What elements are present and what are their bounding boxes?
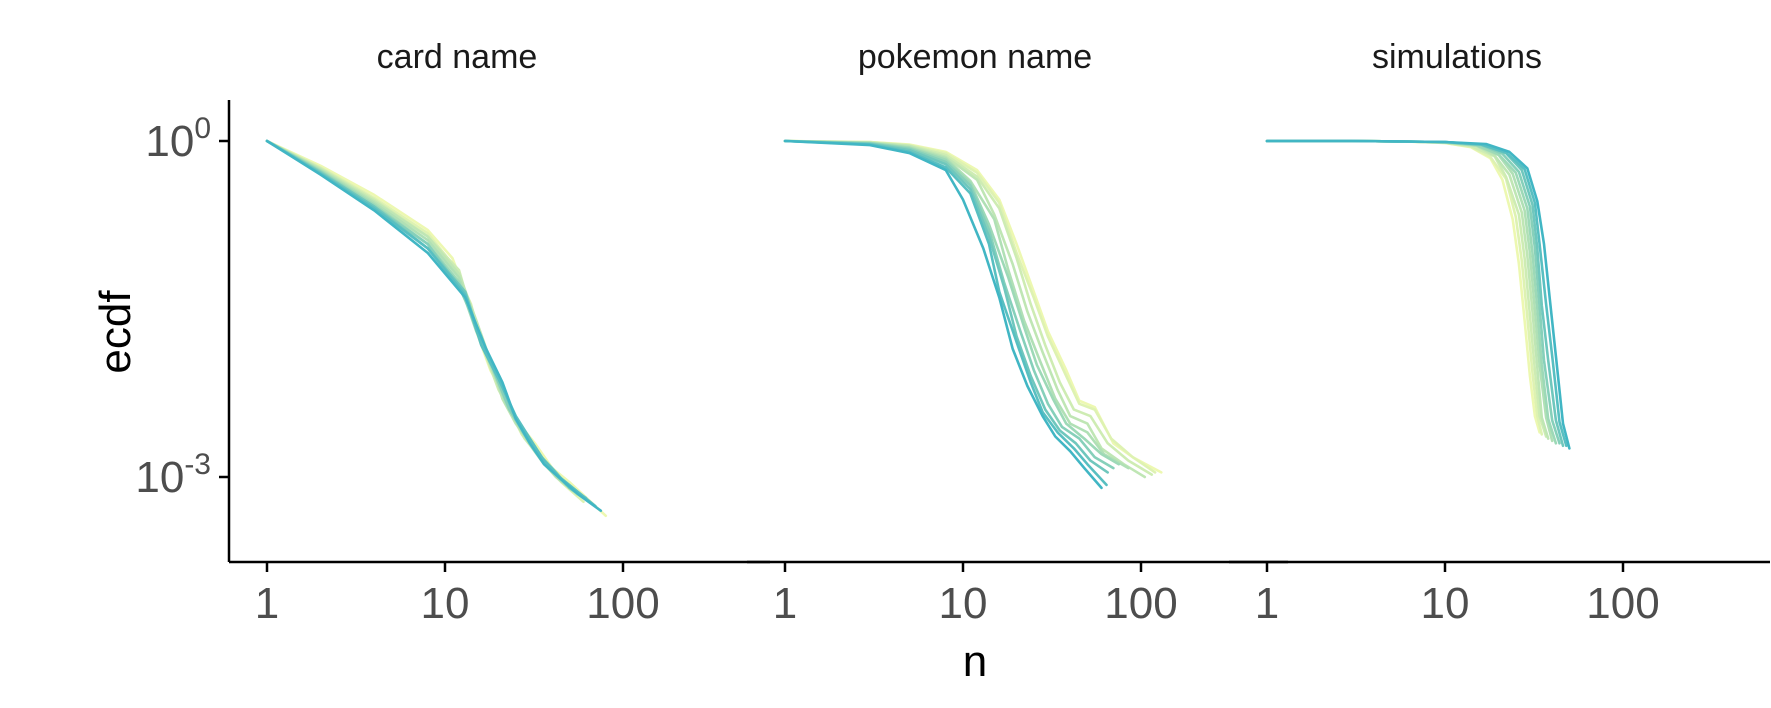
panel-2: simulations 1 10 100 <box>1229 38 1770 628</box>
series-line <box>265 139 603 512</box>
y-tick-label: 100 <box>145 112 211 166</box>
x-tick-label: 10 <box>1421 579 1470 628</box>
x-tick-label: 10 <box>421 579 470 628</box>
series-line <box>265 139 588 500</box>
series-line <box>265 139 591 504</box>
x-tick-label: 1 <box>773 579 797 628</box>
series-line <box>783 139 1103 490</box>
series-line <box>265 139 608 518</box>
x-axis-title: n <box>963 637 987 686</box>
x-tick-label: 100 <box>586 579 659 628</box>
series-line <box>783 139 1108 487</box>
series-line <box>1265 139 1544 436</box>
x-tick-label: 100 <box>1104 579 1177 628</box>
series-line <box>1265 139 1565 448</box>
series-line <box>265 139 597 508</box>
y-tick-label: 10-3 <box>135 448 211 502</box>
series-line <box>1265 139 1571 450</box>
x-tick-label: 100 <box>1586 579 1659 628</box>
x-tick-label: 10 <box>939 579 988 628</box>
series-line <box>783 139 1147 479</box>
panels-group: card name 1 10 100 100 10-3 pokemon name 1 10 100… <box>135 38 1770 628</box>
series-line <box>1265 139 1550 440</box>
panel-title: simulations <box>1372 38 1542 76</box>
panel-1: pokemon name 1 10 100 <box>747 38 1288 628</box>
x-tick-label: 1 <box>1255 579 1279 628</box>
series-line <box>783 139 1109 474</box>
panel-0: card name 1 10 100 100 10-3 <box>135 38 770 628</box>
series-line <box>1265 139 1541 434</box>
panel-title: card name <box>377 38 538 76</box>
x-tick-label: 1 <box>255 579 279 628</box>
panel-title: pokemon name <box>858 38 1092 76</box>
y-axis-title: ecdf <box>91 290 140 374</box>
